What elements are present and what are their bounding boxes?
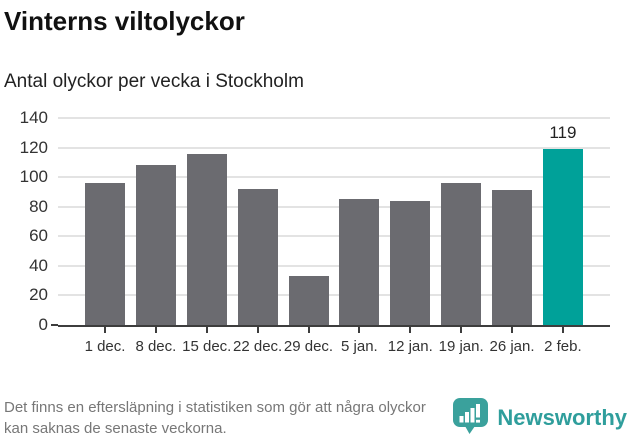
gridline — [58, 176, 610, 179]
y-tick-label: 0 — [38, 315, 48, 334]
x-label-slot: 12 jan. — [387, 338, 433, 355]
x-tick-label: 2 feb. — [544, 338, 582, 355]
x-tick — [205, 327, 208, 333]
y-axis-zero-tick — [51, 324, 58, 326]
x-tick — [307, 327, 310, 333]
x-label-slot: 29 dec. — [284, 338, 333, 355]
x-tick-slot — [390, 327, 430, 333]
chart-subtitle: Antal olyckor per vecka i Stockholm — [4, 71, 304, 92]
x-tick — [460, 327, 463, 333]
newsworthy-logo: Newsworthy — [452, 396, 627, 439]
x-tick-slot — [543, 327, 583, 333]
gridline — [58, 117, 610, 119]
x-tick-label: 29 dec. — [283, 338, 334, 355]
x-label-slot: 5 jan. — [339, 338, 379, 355]
x-tick — [561, 327, 564, 333]
y-tick-label: 20 — [29, 285, 48, 305]
plot-wrap: 119 1 dec. 8 dec. 15 dec. 22 dec. 29 dec. 5 j… — [58, 105, 610, 355]
y-tick-label: 140 — [19, 108, 48, 127]
x-tick-slot — [136, 327, 176, 333]
gridline — [58, 205, 610, 208]
x-label-slot: 19 jan. — [438, 338, 484, 355]
x-tick-slot — [339, 327, 379, 333]
x-label-slot: 8 dec. — [135, 338, 177, 355]
x-tick — [256, 327, 259, 333]
x-tick-label: 15 dec. — [182, 338, 232, 355]
x-tick-label: 5 jan. — [341, 338, 378, 355]
x-label-slot: 15 dec. — [182, 338, 231, 355]
bar — [441, 183, 482, 325]
gridline — [58, 264, 610, 267]
footer: Det finns en eftersläpning i statistiken… — [4, 396, 627, 439]
x-tick-slot — [187, 327, 227, 333]
bar — [492, 190, 532, 325]
x-tick-slot — [85, 327, 125, 333]
footnote: Det finns en eftersläpning i statistiken… — [4, 398, 426, 437]
bar — [186, 153, 227, 325]
bar: 119 — [542, 123, 583, 325]
bar — [237, 188, 278, 325]
x-axis-ticks — [58, 327, 610, 333]
chart-card: Vinterns viltolyckor Antal olyckor per v… — [0, 6, 631, 439]
gridline — [58, 146, 610, 149]
x-tick-label: 1 dec. — [84, 338, 126, 355]
y-tick-label: 60 — [29, 226, 48, 246]
bar — [135, 165, 176, 325]
gridline — [58, 294, 610, 297]
bar-value-label: 119 — [549, 123, 577, 143]
x-tick — [511, 327, 513, 333]
x-tick-label: 12 jan. — [387, 338, 433, 355]
bar — [288, 276, 329, 325]
x-label-slot: 2 feb. — [543, 338, 583, 355]
gridline — [58, 235, 610, 238]
x-label-slot: 26 jan. — [489, 338, 535, 355]
bar — [390, 200, 431, 325]
bar-chart: 0 20 40 60 80 100 120 140 119 1 dec. 8 dec. 15 de… — [0, 105, 610, 355]
newsworthy-logo-icon — [452, 396, 489, 439]
y-tick-label: 80 — [29, 196, 48, 216]
y-tick-label: 120 — [19, 137, 48, 157]
x-label-slot: 1 dec. — [84, 338, 126, 355]
bar — [339, 199, 380, 325]
x-tick — [358, 327, 361, 333]
bars-row: 119 — [58, 123, 610, 325]
x-tick-slot — [441, 327, 481, 333]
x-tick-slot — [238, 327, 278, 333]
x-tick — [104, 327, 106, 333]
x-tick-label: 22 dec. — [233, 338, 283, 355]
bar — [85, 183, 125, 325]
x-tick-label: 8 dec. — [135, 338, 177, 355]
x-tick — [154, 327, 157, 333]
x-tick-label: 26 jan. — [489, 338, 535, 355]
y-tick-label: 100 — [19, 167, 48, 187]
x-tick-slot — [492, 327, 532, 333]
x-tick — [409, 327, 412, 333]
brand-name: Newsworthy — [497, 404, 627, 430]
y-tick-label: 40 — [29, 255, 48, 275]
x-tick-label: 19 jan. — [438, 338, 484, 355]
x-tick-slot — [289, 327, 329, 333]
x-label-slot: 22 dec. — [233, 338, 282, 355]
plot-area: 119 — [58, 105, 610, 327]
chart-title: Vinterns viltolyckor — [4, 6, 245, 36]
x-axis-labels: 1 dec. 8 dec. 15 dec. 22 dec. 29 dec. 5 jan. 1… — [58, 338, 610, 355]
y-axis: 0 20 40 60 80 100 120 140 — [0, 105, 58, 334]
